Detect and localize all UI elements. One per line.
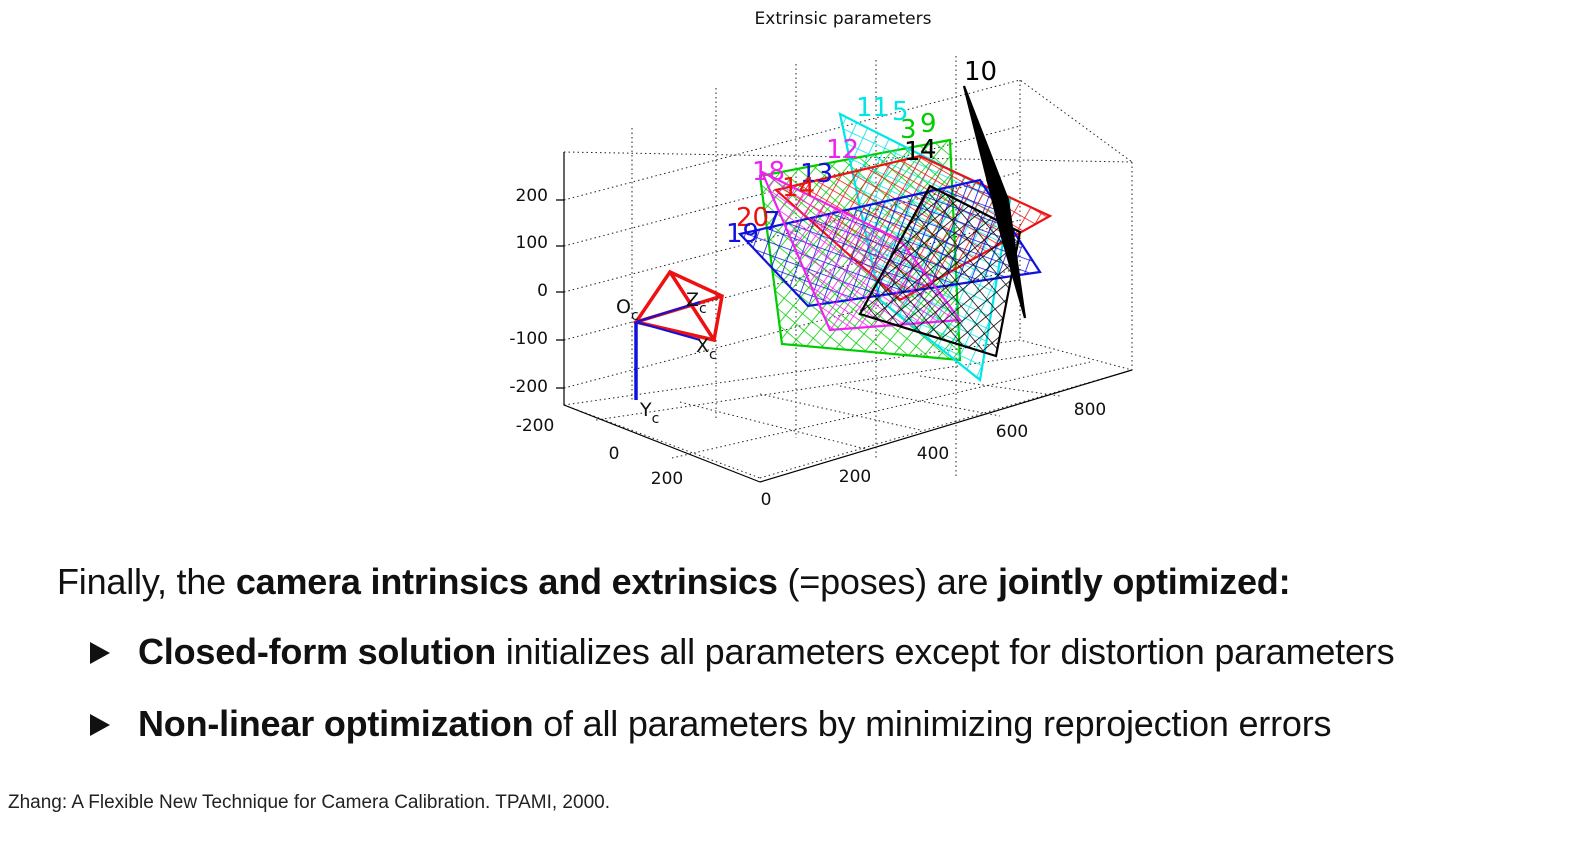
camera-x-label: Xc [696, 335, 717, 363]
camera-x-axis [635, 321, 701, 341]
pattern-label: 20 [736, 203, 769, 233]
camera-z-axis [635, 301, 701, 323]
pattern-label: 13 [800, 159, 833, 189]
extrinsic-parameters-figure: Extrinsic parameters 200 100 0 -100 [509, 9, 1133, 510]
camera-origin-label: Oc [616, 296, 639, 324]
pattern-label: 18 [752, 157, 785, 187]
pattern-label: 11 [856, 93, 889, 123]
pattern-labels: 10 11 5 3 9 12 1 4 18 13 14 20 7 19 [726, 57, 997, 249]
lead-bold-jointly: jointly optimized: [998, 561, 1291, 602]
left-depth-axis-ticks: -200 0 200 [516, 416, 684, 489]
bullet-bold: Non-linear optimization [138, 703, 534, 744]
tick-label: 600 [996, 422, 1028, 442]
pattern-label: 10 [964, 57, 997, 87]
pattern-label: 3 [900, 115, 917, 145]
lead-mid: (=poses) are [777, 561, 998, 602]
lead-prefix: Finally, the [57, 561, 236, 602]
tick-label: 100 [516, 233, 548, 253]
tick-label: 800 [1074, 400, 1106, 420]
bullet-text: Non-linear optimization of all parameter… [138, 702, 1331, 746]
bullet-text: Closed-form solution initializes all par… [138, 630, 1395, 674]
figure-axes [556, 152, 1133, 483]
pattern-label: 5 [892, 97, 909, 127]
tick-label: 200 [651, 469, 683, 489]
figure-title: Extrinsic parameters [755, 9, 932, 29]
lead-sentence: Finally, the camera intrinsics and extri… [57, 560, 1291, 604]
pattern-label: 7 [764, 207, 781, 237]
vertical-axis-ticks: 200 100 0 -100 -200 [509, 186, 548, 397]
tick-label: 0 [537, 281, 548, 301]
pattern-label: 1 [904, 137, 921, 167]
bullet-bold: Closed-form solution [138, 631, 496, 672]
tick-label: 0 [761, 490, 772, 510]
tick-label: -200 [509, 377, 548, 397]
camera-frustum [633, 269, 724, 343]
tick-label: 200 [839, 467, 871, 487]
lead-bold-intrinsics: camera intrinsics and extrinsics [235, 561, 778, 602]
tick-label: -200 [516, 416, 555, 436]
pattern-label: 4 [920, 135, 937, 165]
bullet-rest: of all parameters by minimizing reprojec… [533, 703, 1332, 744]
tick-label: 200 [516, 186, 548, 206]
pattern-label: 9 [920, 109, 937, 139]
triangle-bullet-icon [90, 642, 110, 664]
plane-black-edge [962, 85, 1027, 319]
pattern-label: 12 [826, 135, 859, 165]
citation: Zhang: A Flexible New Technique for Came… [8, 792, 610, 813]
pattern-label: 19 [726, 219, 759, 249]
camera-y-label: Yc [639, 399, 659, 427]
tick-label: -100 [509, 329, 548, 349]
plane-black [858, 184, 1022, 358]
bullet-rest: initializes all parameters except for di… [496, 631, 1395, 672]
tick-label: 400 [917, 444, 949, 464]
tick-label: 0 [609, 444, 620, 464]
camera-z-label: Zc [686, 289, 707, 317]
calibration-planes [737, 85, 1053, 383]
camera-frame [633, 269, 724, 400]
right-depth-axis-ticks: 0 200 400 600 800 [761, 400, 1107, 510]
triangle-bullet-icon [90, 714, 110, 736]
pattern-label: 14 [782, 173, 815, 203]
